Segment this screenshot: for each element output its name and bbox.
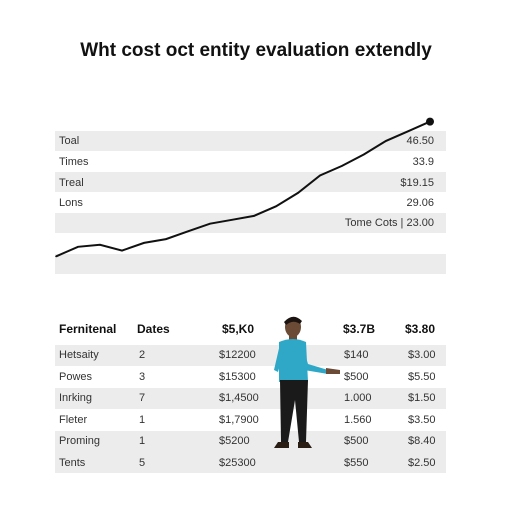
data-point (77, 245, 79, 248)
table-cell: 5 (139, 456, 146, 469)
table-cell: 1 (139, 435, 146, 447)
table-header-col4: $3.7B (343, 322, 376, 336)
table-cell: $5.50 (408, 370, 436, 383)
table-cell: $500 (344, 435, 369, 447)
summary-band (55, 213, 446, 233)
table-cell: 1 (139, 413, 146, 426)
table-row-band (55, 452, 446, 473)
data-point (187, 230, 189, 233)
summary-label: Toal (59, 135, 80, 147)
table-cell: $15300 (219, 370, 256, 383)
table-header-col5: $3.80 (405, 322, 436, 336)
table-cell: $3.50 (408, 413, 436, 426)
summary-label: Treal (59, 177, 84, 189)
data-point (341, 165, 343, 167)
table-header-col3: $5,K0 (222, 322, 255, 336)
table-cell: 7 (139, 392, 146, 404)
data-point (426, 117, 434, 126)
table-cell: 1.560 (344, 413, 372, 426)
table-cell: Tents (59, 456, 86, 469)
data-point (165, 238, 167, 240)
summary-label: Lons (59, 197, 83, 209)
table-row-band (55, 388, 446, 409)
summary-band (55, 254, 446, 274)
data-point (407, 130, 409, 133)
summary-band (55, 193, 446, 213)
series-line (55, 120, 431, 258)
summary-value: 33.9 (412, 156, 434, 168)
summary-label: Times (59, 156, 89, 168)
table-cell: $550 (344, 456, 369, 469)
table-cell: $5200 (219, 435, 250, 447)
data-point (385, 140, 387, 142)
table-cell: $2.50 (408, 456, 436, 469)
summary-value: $19.15 (400, 177, 434, 189)
table-cell: $3.00 (408, 349, 436, 361)
table-header-name: Fernitenal (59, 322, 117, 336)
table-cell: Proming (59, 435, 100, 447)
table-cell: $500 (344, 370, 369, 383)
data-point (231, 219, 233, 221)
page-title: Wht cost oct entity evaluation extendly (80, 40, 432, 61)
table-row-band (55, 345, 446, 366)
data-point (253, 215, 255, 217)
data-point (363, 153, 365, 156)
table-cell: Hetsaity (59, 349, 99, 361)
summary-band (55, 172, 446, 192)
table-cell: $140 (344, 349, 369, 361)
summary-value: 46.50 (406, 135, 434, 147)
table-cell: $25300 (219, 456, 256, 469)
table-cell: 3 (139, 370, 146, 383)
table-row-band (55, 431, 446, 452)
table-cell: $1,4500 (219, 392, 259, 404)
summary-value: 29.06 (406, 197, 434, 209)
table-cell: 1.000 (344, 392, 372, 404)
table-cell: Inrking (59, 392, 93, 404)
data-point (143, 242, 145, 244)
data-point (209, 222, 211, 225)
line-chart (55, 117, 434, 258)
table-cell: $1,7900 (219, 413, 259, 426)
table-cell: 2 (139, 349, 146, 361)
summary-band (55, 131, 446, 151)
summary-band (55, 151, 446, 171)
data-point (297, 192, 299, 194)
table-cell: $8.40 (408, 435, 436, 447)
person-illustration (274, 316, 340, 448)
data-point (55, 255, 57, 258)
data-point (275, 205, 277, 208)
total-cost-note: Tome Cots | 23.00 (344, 217, 434, 229)
table-cell: Fleter (59, 413, 88, 426)
data-point (99, 244, 101, 246)
data-point (121, 249, 123, 252)
table-cell: $12200 (219, 349, 256, 361)
data-point (319, 174, 321, 177)
table-cell: Powes (59, 370, 93, 383)
table-header-dates: Dates (137, 322, 170, 336)
summary-band (55, 233, 446, 253)
table-cell: $1.50 (408, 392, 436, 404)
